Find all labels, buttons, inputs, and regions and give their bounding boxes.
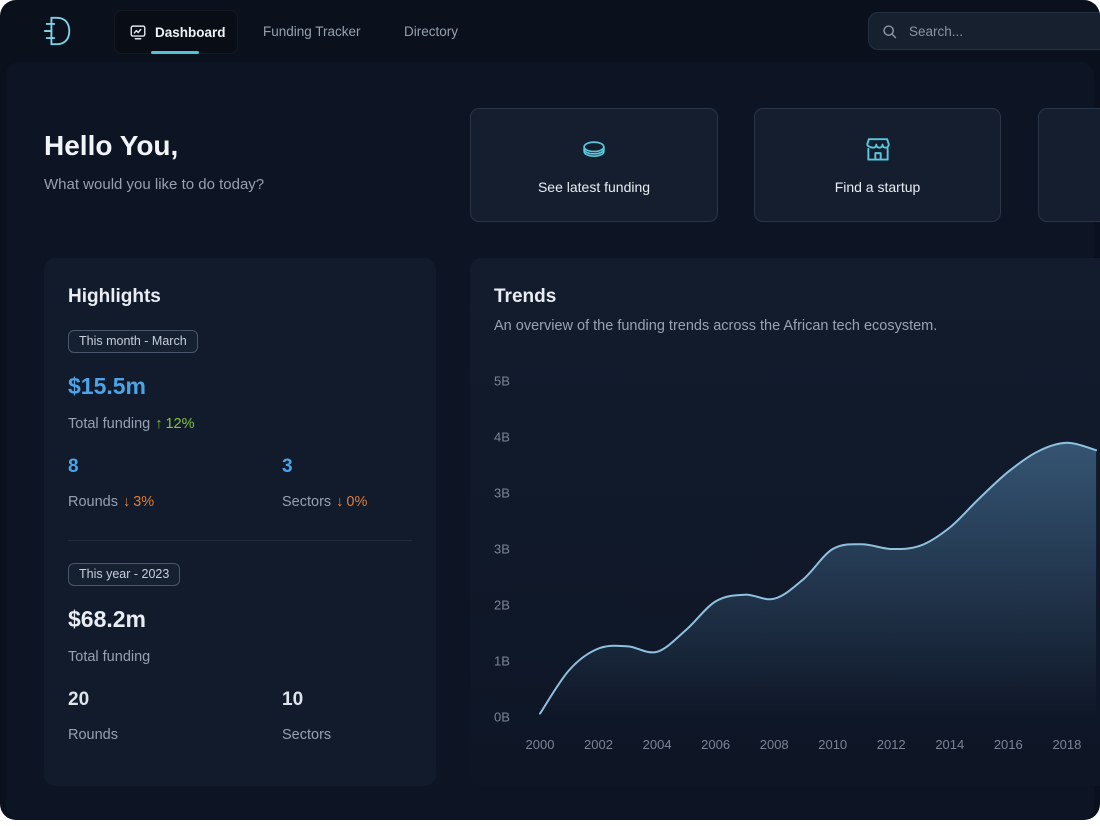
arrow-down-icon: ↓: [122, 494, 131, 510]
month-rounds-value: 8: [68, 456, 79, 477]
svg-text:2008: 2008: [760, 737, 789, 752]
year-rounds-label: Rounds: [68, 727, 118, 743]
month-sectors-delta: ↓ 0%: [336, 494, 367, 510]
app-logo[interactable]: [42, 14, 74, 48]
year-total-funding-value: $68.2m: [68, 606, 147, 632]
find-a-startup-label: Find a startup: [834, 178, 921, 195]
svg-text:2014: 2014: [935, 737, 964, 752]
month-sectors-label: Sectors ↓ 0%: [282, 494, 412, 510]
highlights-panel: Highlights This month - March $15.5m Tot…: [44, 258, 436, 786]
trends-subtitle: An overview of the funding trends across…: [494, 318, 938, 334]
year-sectors-label: Sectors: [282, 727, 332, 743]
month-sectors-change: 0%: [346, 494, 368, 510]
svg-text:2000: 2000: [526, 737, 555, 752]
action-card-partial[interactable]: [1038, 108, 1100, 222]
month-total-label-text: Total funding: [68, 416, 151, 432]
month-total-funding-label: Total funding ↑ 12%: [68, 416, 412, 432]
search-input[interactable]: [907, 22, 1067, 40]
month-total-delta: ↑ 12%: [155, 416, 194, 432]
trends-panel: Trends An overview of the funding trends…: [470, 258, 1100, 786]
trend-area: [540, 442, 1097, 717]
arrow-down-icon: ↓: [336, 494, 344, 510]
search-box[interactable]: [868, 12, 1100, 50]
svg-text:2B: 2B: [494, 598, 510, 613]
year-total-funding-label: Total funding: [68, 649, 151, 665]
see-latest-funding-card[interactable]: See latest funding: [470, 108, 718, 222]
month-total-funding-value: $15.5m: [68, 373, 147, 399]
y-axis-labels: 0B 1B 2B 3B 3B 4B 5B: [494, 374, 510, 725]
highlights-title: Highlights: [68, 286, 161, 307]
find-a-startup-card[interactable]: Find a startup: [754, 108, 1001, 222]
nav-dashboard-label: Dashboard: [155, 24, 226, 40]
search-icon: [881, 23, 898, 40]
svg-text:2016: 2016: [994, 737, 1023, 752]
trend-line: [539, 441, 1098, 715]
arrow-up-icon: ↑: [155, 416, 163, 432]
year-sectors-value: 10: [282, 689, 304, 710]
storefront-icon: [863, 136, 893, 166]
svg-text:2010: 2010: [818, 737, 847, 752]
greeting-subtitle: What would you like to do today?: [44, 176, 265, 193]
svg-text:5B: 5B: [494, 374, 510, 389]
svg-text:2004: 2004: [643, 737, 672, 752]
month-rounds-label-text: Rounds: [68, 494, 118, 510]
active-tab-indicator: [151, 51, 199, 54]
see-latest-funding-label: See latest funding: [537, 178, 651, 195]
month-rounds-delta: ↓ 3%: [123, 494, 154, 510]
nav-funding-tracker-label: Funding Tracker: [263, 23, 361, 39]
nav-directory-label: Directory: [404, 23, 459, 39]
month-rounds-change: 3%: [133, 494, 155, 510]
trends-title: Trends: [494, 286, 557, 307]
svg-text:2012: 2012: [877, 737, 906, 752]
nav-item-dashboard[interactable]: Dashboard: [114, 10, 238, 54]
month-sectors-label-text: Sectors: [282, 494, 332, 510]
svg-text:4B: 4B: [494, 430, 510, 445]
highlights-divider: [68, 540, 412, 541]
svg-text:2002: 2002: [584, 737, 613, 752]
nav-item-directory[interactable]: Directory: [404, 0, 458, 62]
month-rounds-label: Rounds ↓ 3%: [68, 494, 282, 510]
year-badge: This year - 2023: [68, 563, 181, 586]
month-badge: This month - March: [68, 330, 198, 353]
top-nav: Dashboard Funding Tracker Directory: [0, 0, 1100, 62]
dashboard-icon: [129, 23, 147, 41]
month-sectors-value: 3: [282, 456, 293, 477]
logo-d-icon: [43, 16, 71, 46]
x-axis-labels: 2000 2002 2004 2006 2008 2010 2012 2014 2016 2018: [526, 737, 1082, 752]
month-total-change: 12%: [165, 416, 195, 432]
svg-text:2018: 2018: [1052, 737, 1081, 752]
nav-item-funding-tracker[interactable]: Funding Tracker: [263, 0, 361, 62]
svg-text:1B: 1B: [494, 654, 510, 669]
svg-text:3B: 3B: [494, 486, 510, 501]
coins-icon: [578, 136, 610, 166]
svg-text:2006: 2006: [701, 737, 730, 752]
greeting-title: Hello You,: [44, 130, 179, 161]
svg-text:3B: 3B: [494, 542, 510, 557]
year-rounds-value: 20: [68, 689, 90, 710]
svg-text:0B: 0B: [494, 710, 510, 725]
